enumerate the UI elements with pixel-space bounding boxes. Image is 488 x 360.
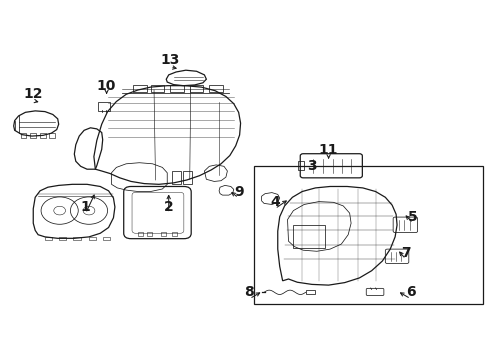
Text: 7: 7 [400,246,410,260]
Bar [254,166,482,304]
Bar [209,85,223,92]
Text: 11: 11 [318,144,338,157]
Text: 1: 1 [81,200,90,214]
Bar [40,133,46,138]
Text: 6: 6 [405,285,415,299]
Bar [73,237,81,240]
Text: 13: 13 [160,54,180,67]
Bar [189,85,203,92]
Text: 5: 5 [407,210,417,224]
Bar [89,237,96,240]
Bar [49,133,55,138]
Bar [161,232,166,236]
Bar [172,232,177,236]
Text: 12: 12 [23,87,43,101]
Text: 8: 8 [244,285,254,299]
Bar [298,161,304,170]
Bar [150,85,164,92]
Bar [59,237,66,240]
Bar [102,237,110,240]
Bar [98,102,110,111]
Bar [146,232,151,236]
Bar [30,133,36,138]
Bar [138,232,142,236]
Bar [183,171,192,184]
Bar [133,85,146,92]
Text: 4: 4 [269,195,279,209]
Bar [172,171,181,184]
Bar [170,85,183,92]
Bar [293,225,325,248]
Bar [305,290,315,294]
Bar [45,237,52,240]
Text: 9: 9 [233,185,243,198]
Text: 2: 2 [163,200,173,214]
Bar [20,133,26,138]
Text: 10: 10 [97,79,116,93]
Text: 3: 3 [306,159,316,173]
